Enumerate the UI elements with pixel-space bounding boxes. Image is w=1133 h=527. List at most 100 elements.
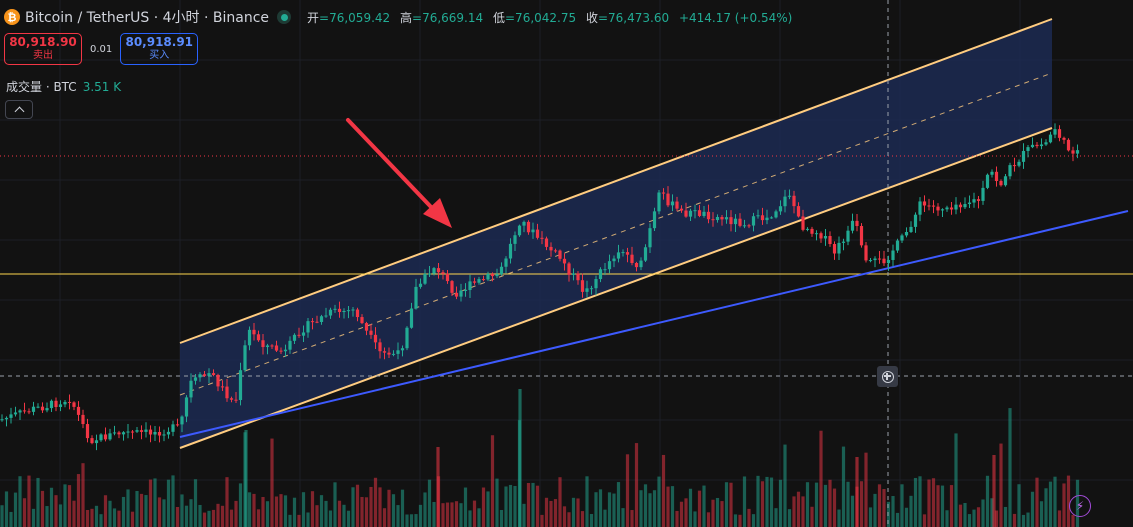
- volume-bar: [481, 487, 486, 527]
- candle-body: [414, 286, 418, 309]
- lightning-icon[interactable]: ⚡: [1069, 495, 1091, 517]
- candle-body: [157, 431, 162, 436]
- volume-bar: [400, 489, 405, 527]
- open-label: 开: [307, 10, 320, 25]
- candle-body: [166, 431, 171, 435]
- candle-body: [652, 211, 657, 229]
- candle-body: [711, 219, 715, 221]
- candle-body: [463, 290, 468, 292]
- candle-body: [949, 207, 954, 210]
- candle-body: [670, 201, 675, 206]
- candle-body: [522, 221, 526, 226]
- candle-body: [108, 433, 112, 440]
- candle-body: [828, 236, 832, 245]
- sell-button[interactable]: 80,918.90 卖出: [4, 33, 82, 65]
- candle-body: [144, 429, 148, 432]
- volume-bar: [364, 497, 369, 527]
- candle-body: [418, 283, 423, 287]
- candle-body: [999, 180, 1003, 186]
- volume-bar: [873, 493, 877, 527]
- candle-body: [837, 242, 841, 254]
- volume-bar: [360, 496, 364, 527]
- candle-body: [211, 373, 216, 375]
- candle-body: [234, 399, 238, 401]
- volume-bar: [567, 512, 571, 527]
- volume-bar: [607, 492, 612, 527]
- candle-body: [553, 250, 558, 252]
- candle-body: [1048, 134, 1053, 143]
- volume-bar: [900, 484, 904, 527]
- volume-bars: [0, 389, 1080, 527]
- volume-bar: [495, 478, 499, 527]
- volume-bar: [450, 502, 454, 527]
- candle-body: [720, 217, 724, 220]
- volume-bar: [580, 511, 585, 527]
- volume-bar: [765, 476, 769, 527]
- candle-body: [328, 309, 333, 316]
- collapse-legend-button[interactable]: [5, 100, 33, 119]
- candle-body: [378, 342, 382, 352]
- volume-bar: [256, 509, 261, 527]
- volume-bar: [927, 479, 931, 527]
- volume-bar: [283, 495, 288, 527]
- candle-body: [1035, 144, 1039, 147]
- volume-bar: [1021, 514, 1026, 527]
- candle-body: [675, 201, 679, 209]
- candle-body: [126, 431, 130, 433]
- volume-bar: [643, 484, 648, 527]
- candle-body: [301, 332, 306, 336]
- volume-legend[interactable]: 成交量 · BTC 3.51 K: [6, 78, 121, 95]
- volume-bar: [958, 504, 963, 527]
- candle-body: [243, 345, 247, 371]
- volume-bar: [657, 476, 661, 527]
- buy-button[interactable]: 80,918.91 买入: [120, 33, 199, 65]
- symbol-title[interactable]: Bitcoin / TetherUS · 4小时 · Binance: [25, 10, 270, 26]
- ohlc-readout: 开=76,059.42 高=76,669.14 低=76,042.75 收=76…: [301, 9, 792, 26]
- volume-bar: [544, 497, 549, 527]
- candle-body: [67, 401, 72, 403]
- candle-body: [193, 377, 198, 381]
- candle-body: [315, 321, 319, 323]
- volume-bar: [103, 495, 108, 527]
- volume-bar: [270, 438, 274, 527]
- candle-body: [238, 370, 243, 401]
- volume-bar: [553, 499, 558, 527]
- candle-body: [225, 386, 229, 399]
- candle-body: [472, 281, 477, 283]
- volume-bar: [387, 489, 391, 527]
- candle-body: [13, 412, 18, 415]
- volume-bar: [522, 503, 526, 527]
- candle-body: [994, 171, 999, 181]
- candle-body: [891, 250, 895, 260]
- candle-body: [441, 272, 445, 274]
- candle-body: [648, 228, 652, 248]
- volume-bar: [157, 497, 162, 527]
- candle-body: [306, 321, 310, 333]
- volume-bar: [585, 476, 589, 527]
- volume-bar: [1044, 488, 1048, 527]
- candle-body: [346, 310, 351, 312]
- volume-bar: [828, 479, 832, 527]
- candle-body: [81, 414, 85, 425]
- crosshair-add-button[interactable]: [877, 366, 898, 387]
- volume-bar: [175, 506, 180, 527]
- volume-bar: [72, 500, 76, 527]
- volume-bar: [697, 490, 702, 527]
- volume-bar: [639, 490, 643, 527]
- candle-body: [742, 225, 747, 227]
- volume-bar: [463, 487, 468, 527]
- volume-bar: [63, 484, 67, 527]
- volume-bar: [994, 510, 999, 527]
- candle-body: [936, 206, 940, 211]
- volume-spike-bar: [436, 447, 440, 527]
- volume-bar: [499, 510, 504, 527]
- volume-bar: [724, 482, 729, 527]
- candle-body: [909, 226, 913, 232]
- volume-bar: [207, 510, 211, 527]
- candle-body: [18, 410, 22, 413]
- volume-bar: [1035, 477, 1039, 527]
- volume-bar: [333, 482, 337, 527]
- plus-circle-icon: [881, 370, 894, 383]
- candle-body: [841, 241, 846, 243]
